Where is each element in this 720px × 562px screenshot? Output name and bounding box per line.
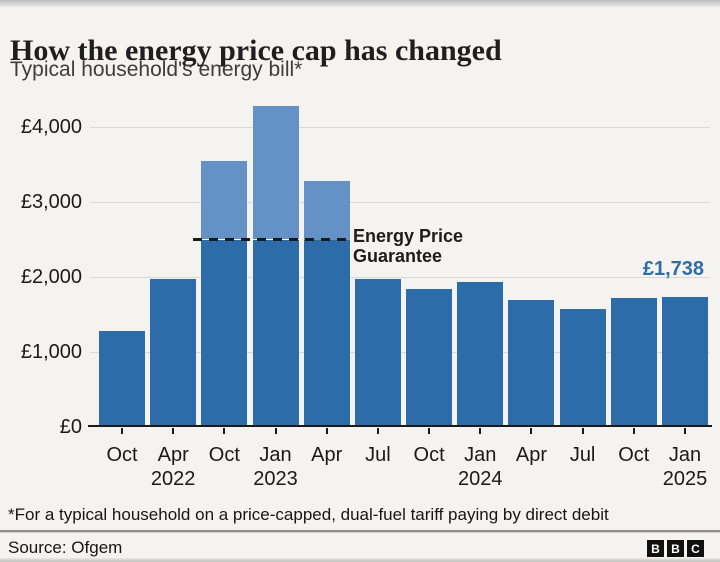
- guarantee-dashed-line: [193, 238, 349, 241]
- guarantee-label: Energy Price Guarantee: [353, 225, 464, 266]
- x-tick-month: Oct: [208, 444, 240, 466]
- x-tick-mark: [274, 428, 277, 434]
- bar-oct-2022: [201, 239, 248, 427]
- x-tick-mark: [223, 428, 226, 434]
- axis-baseline: [88, 425, 712, 427]
- bar-apr-2023: [303, 239, 350, 427]
- x-tick-mark: [632, 428, 635, 434]
- x-tick-year: 2022: [150, 468, 196, 490]
- bar-apr-2023-above-guarantee: [303, 181, 350, 240]
- x-tick-month: Oct: [106, 444, 138, 466]
- x-tick-month: Apr: [157, 444, 189, 466]
- y-tick-label: £1,000: [20, 341, 82, 363]
- bar-oct-2022-above-guarantee: [201, 160, 248, 240]
- bbc-logo: B B C: [647, 540, 704, 557]
- bbc-logo-block: B: [667, 540, 684, 557]
- bbc-logo-block: B: [647, 540, 664, 557]
- bar-jan-2023: [252, 239, 299, 427]
- bar-apr-2024: [508, 300, 555, 427]
- bottom-border-strip: [0, 558, 720, 562]
- x-tick-month: Oct: [413, 444, 445, 466]
- y-tick-label: £4,000: [20, 116, 82, 138]
- x-tick-month: Jan: [259, 444, 292, 466]
- x-tick-month: Apr: [515, 444, 547, 466]
- bar-oct-2023: [406, 289, 453, 427]
- x-tick-year: 2023: [253, 468, 298, 490]
- y-tick-label: £0: [59, 416, 82, 438]
- x-tick-month: Oct: [618, 444, 650, 466]
- bar-oct-2024: [610, 298, 657, 427]
- bar-jan-2025: [661, 296, 708, 427]
- gridline-2000: [90, 276, 710, 278]
- footer-divider: [0, 530, 720, 533]
- gridline-3000: [90, 201, 710, 203]
- x-tick-mark: [581, 428, 584, 434]
- bar-apr-2022: [150, 279, 197, 427]
- chart-footnote: *For a typical household on a price-capp…: [8, 505, 609, 524]
- x-tick-mark: [325, 428, 328, 434]
- x-tick-year: 2024: [458, 468, 503, 490]
- x-tick-month: Jan: [668, 444, 702, 466]
- bar-oct-2021: [99, 331, 145, 427]
- x-tick-month: Jul: [365, 444, 391, 466]
- bar-jul-2023: [354, 278, 401, 427]
- latest-value-label: £1,738: [642, 258, 704, 280]
- x-tick-month: Jan: [464, 444, 497, 466]
- source-label: Source: Ofgem: [8, 538, 123, 557]
- x-tick-mark: [530, 428, 533, 434]
- x-tick-month: Jul: [569, 444, 596, 466]
- x-tick-mark: [683, 428, 686, 434]
- page-title: How the energy price cap has changed: [10, 34, 502, 68]
- chart-subtitle: Typical household's energy bill*: [10, 58, 303, 81]
- bar-jan-2023-above-guarantee: [252, 106, 299, 240]
- bar-jan-2024: [457, 282, 504, 427]
- bbc-logo-block: C: [687, 540, 704, 557]
- x-tick-mark: [479, 428, 482, 434]
- x-tick-mark: [428, 428, 431, 434]
- x-tick-year: 2025: [662, 468, 708, 490]
- x-tick-month: Apr: [311, 444, 343, 466]
- y-tick-label: £3,000: [20, 191, 82, 213]
- top-border-strip: [0, 0, 720, 7]
- x-tick-mark: [376, 428, 379, 434]
- x-tick-mark: [172, 428, 175, 434]
- bar-jul-2024: [559, 309, 606, 427]
- x-tick-mark: [121, 428, 123, 434]
- y-tick-label: £2,000: [20, 266, 82, 288]
- gridline-4000: [90, 126, 710, 128]
